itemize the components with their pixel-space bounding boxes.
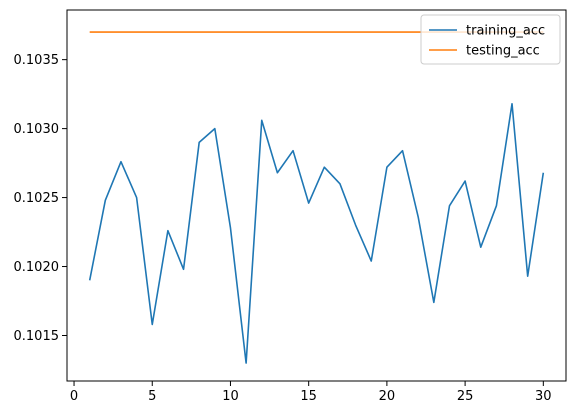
y-tick-label: 0.1030 <box>14 122 60 137</box>
x-tick-label: 10 <box>222 389 239 404</box>
x-tick-label: 5 <box>148 389 156 404</box>
legend: training_acc testing_acc <box>420 14 561 65</box>
axes-layer: 0 5 10 15 20 25 30 0.1015 0.1020 0.1025 0.1030 0.10… <box>14 9 567 404</box>
x-tick-label: 30 <box>535 389 552 404</box>
legend-label-testing-acc: testing_acc <box>466 44 540 59</box>
series-line-training-acc <box>88 102 545 364</box>
y-tick-label: 0.1020 <box>14 260 60 275</box>
legend-label-training-acc: training_acc <box>466 24 545 39</box>
x-tick-label: 25 <box>457 389 474 404</box>
x-tick-label: 20 <box>379 389 396 404</box>
axes-frame <box>66 9 567 382</box>
y-tick-label: 0.1015 <box>14 329 60 344</box>
x-tick-label: 0 <box>70 389 78 404</box>
y-tick-label: 0.1035 <box>14 53 60 68</box>
y-tick-label: 0.1025 <box>14 191 60 206</box>
legend-box <box>420 14 561 65</box>
x-tick-label: 15 <box>300 389 317 404</box>
